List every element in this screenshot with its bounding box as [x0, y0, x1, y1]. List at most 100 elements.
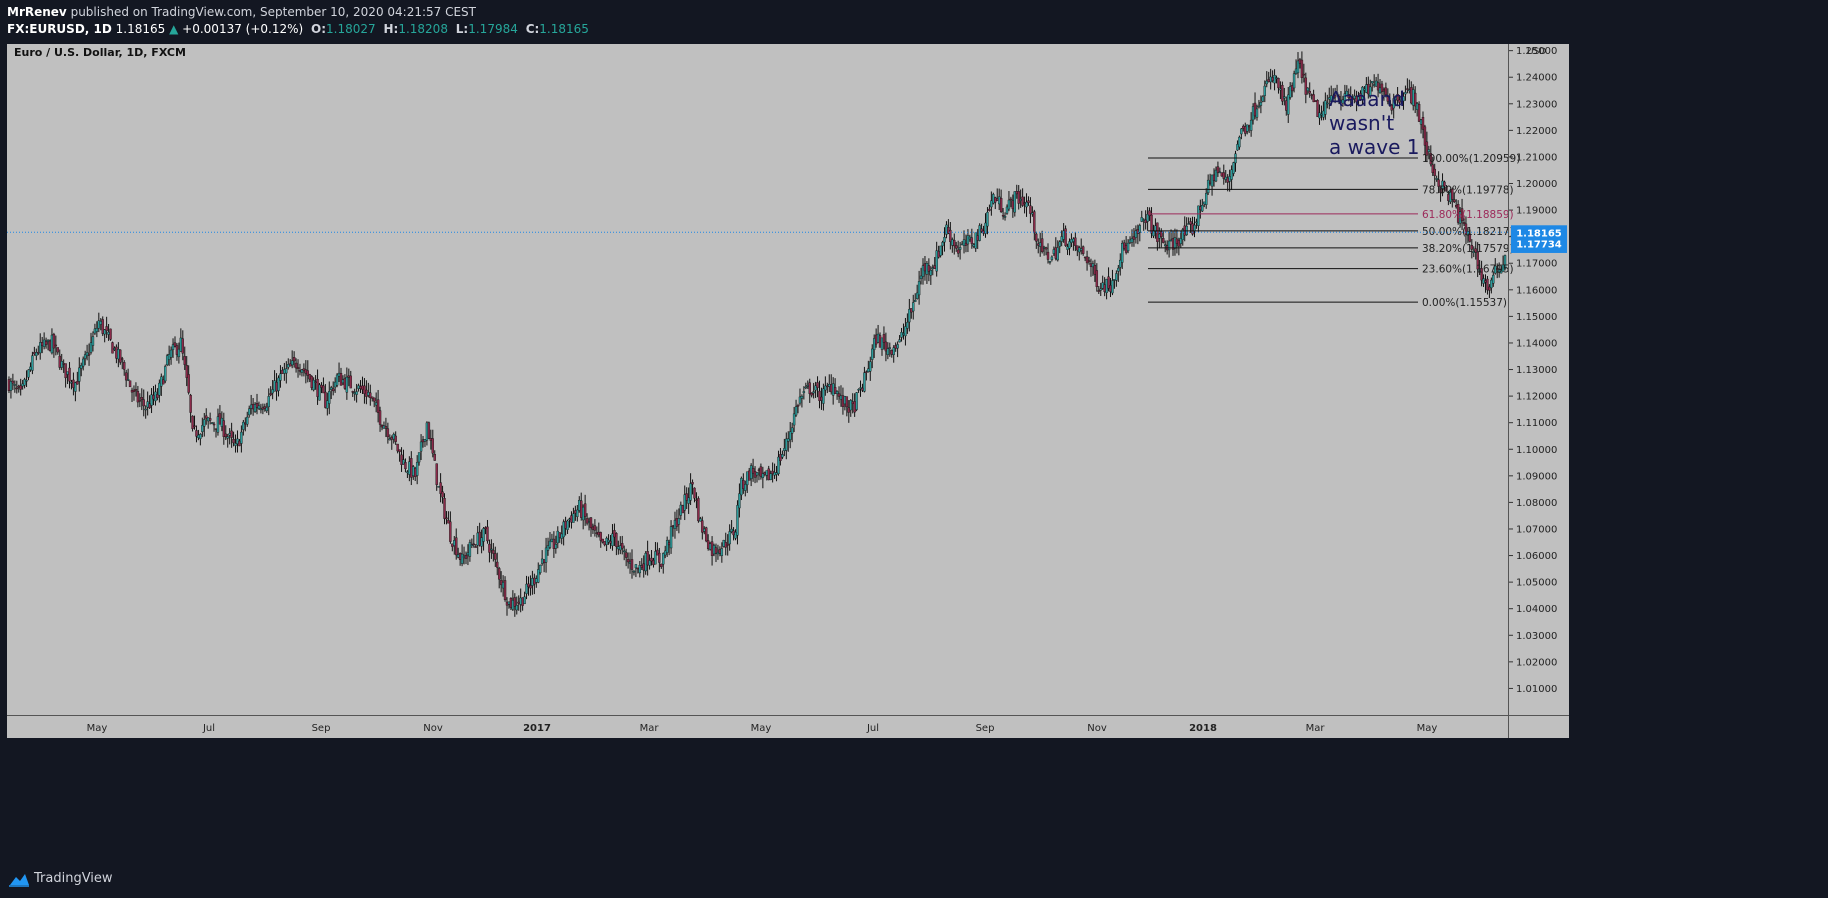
open-value: 1.18027 — [326, 22, 376, 36]
candle-body — [1013, 191, 1017, 213]
candle-body — [322, 385, 325, 394]
candle-body — [421, 439, 425, 443]
candle-body — [210, 422, 214, 424]
candle-body — [1035, 233, 1038, 242]
candle-body — [595, 532, 599, 534]
candle-body — [218, 413, 222, 425]
candle-body — [951, 239, 954, 246]
y-tick-label: 1.04000 — [1516, 604, 1557, 615]
candle-body — [1206, 179, 1210, 194]
candle-body — [335, 374, 339, 386]
candle-body — [847, 407, 850, 413]
candle-body — [865, 371, 868, 373]
candle-body — [1341, 99, 1345, 104]
y-tick-label: 1.02000 — [1516, 657, 1557, 668]
candle-body — [515, 605, 518, 611]
candle-body — [872, 338, 876, 350]
candle-body — [789, 431, 792, 440]
candle-body — [546, 545, 550, 551]
candle-body — [148, 403, 151, 409]
candle-body — [1337, 96, 1341, 101]
y-tick-label: 1.12000 — [1516, 392, 1557, 403]
candle-body — [615, 533, 618, 547]
candle-body — [972, 244, 975, 247]
candle-body — [191, 415, 194, 429]
candle-body — [201, 425, 204, 432]
candle-body — [1242, 125, 1245, 129]
candle-body — [1304, 77, 1308, 95]
candle-body — [177, 348, 181, 358]
candle-body — [507, 601, 511, 605]
candle-body — [691, 482, 694, 485]
candle-body — [871, 348, 874, 360]
candle-body — [398, 449, 401, 452]
candle-body — [1347, 94, 1350, 99]
author-name[interactable]: MrRenev — [7, 5, 67, 19]
candle-body — [93, 328, 97, 334]
candle-body — [7, 379, 11, 391]
candle-body — [257, 405, 261, 409]
candle-body — [298, 370, 302, 372]
candle-body — [712, 545, 716, 555]
candle-body — [285, 368, 288, 374]
candle-body — [539, 564, 542, 573]
candle-body — [111, 342, 114, 354]
candle-body — [904, 326, 907, 337]
candle-body — [115, 346, 118, 359]
candle-body — [42, 339, 46, 347]
candle-body — [861, 387, 864, 391]
candle-body — [1480, 268, 1483, 281]
candle-body — [1042, 247, 1046, 249]
tradingview-brand[interactable]: TradingView — [34, 871, 113, 886]
candle-body — [1287, 94, 1290, 115]
candle-body — [372, 397, 376, 402]
candle-body — [1218, 171, 1222, 174]
candle-body — [384, 426, 388, 429]
candle-body — [189, 395, 192, 413]
y-tick-label: 1.08000 — [1516, 498, 1557, 509]
candle-body — [667, 542, 671, 546]
candle-body — [683, 494, 686, 511]
tradingview-cloud-icon[interactable] — [8, 870, 30, 888]
y-tick-label: 1.25000 — [1516, 46, 1557, 57]
candle-body — [1474, 248, 1477, 253]
low-label: L: — [455, 22, 469, 36]
candle-body — [1089, 263, 1093, 267]
candle-body — [1126, 242, 1130, 252]
candle-body — [476, 532, 479, 546]
candle-body — [646, 551, 649, 566]
fib-level-label: 38.20%(1.17579) — [1422, 243, 1514, 255]
candle-body — [1023, 202, 1026, 204]
candle-body — [417, 452, 421, 463]
candle-body — [1333, 95, 1337, 98]
candle-body — [999, 198, 1003, 213]
candle-body — [316, 378, 319, 397]
y-tick-label: 1.22000 — [1516, 126, 1557, 137]
candle-body — [560, 533, 563, 539]
candle-body — [1117, 267, 1120, 272]
candle-body — [337, 372, 341, 377]
candle-body — [511, 600, 515, 610]
candle-body — [107, 331, 110, 335]
candle-body — [1011, 200, 1015, 210]
candle-body — [1007, 199, 1011, 210]
candle-body — [433, 454, 436, 461]
candle-body — [1150, 214, 1153, 234]
candle-body — [923, 263, 927, 272]
candle-body — [429, 438, 433, 441]
candle-body — [435, 463, 438, 485]
candle-body — [966, 235, 970, 245]
candle-body — [1488, 286, 1491, 291]
candle-body — [15, 387, 18, 390]
candle-body — [197, 434, 200, 438]
candle-body — [763, 472, 767, 475]
candle-body — [802, 391, 806, 394]
candle-body — [1078, 247, 1081, 253]
candle-body — [751, 468, 755, 474]
candle-body — [1249, 119, 1253, 131]
candle-body — [894, 345, 897, 349]
candle-body — [591, 526, 595, 530]
candle-body — [777, 456, 780, 475]
candle-body — [474, 546, 477, 548]
